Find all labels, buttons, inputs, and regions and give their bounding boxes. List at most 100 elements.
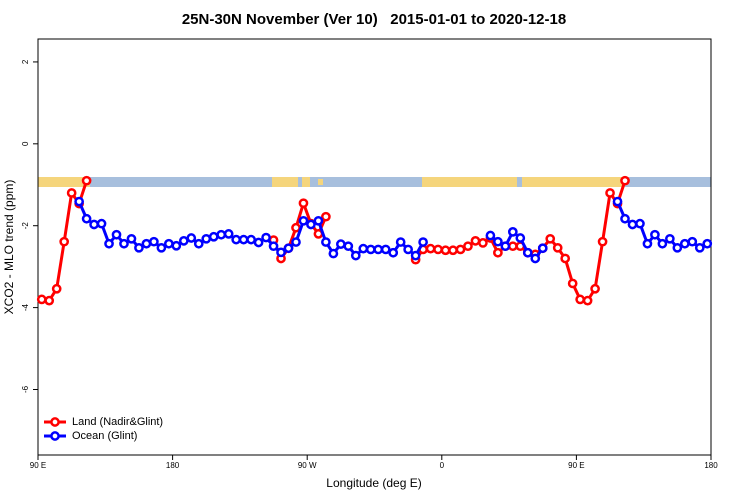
point <box>291 222 301 233</box>
point <box>321 211 331 222</box>
point <box>178 236 189 246</box>
point <box>635 218 645 229</box>
point <box>223 229 234 239</box>
map-strip <box>38 177 711 187</box>
chart-title: 25N-30N November (Ver 10) 2015-01-01 to … <box>182 11 566 28</box>
point <box>89 219 99 230</box>
point <box>328 248 339 259</box>
point <box>620 213 630 224</box>
point <box>380 244 391 255</box>
legend-marker <box>50 431 60 441</box>
point <box>246 234 256 245</box>
point <box>216 229 227 240</box>
point <box>597 236 608 247</box>
point <box>81 175 92 186</box>
point <box>313 215 324 226</box>
point <box>186 233 197 243</box>
point <box>261 232 271 243</box>
point <box>81 213 92 224</box>
point <box>141 238 152 249</box>
point <box>253 237 264 248</box>
point <box>627 219 638 230</box>
point <box>522 247 533 258</box>
point <box>493 247 503 258</box>
point <box>164 238 174 249</box>
point <box>560 253 571 264</box>
y-tick-label: -2 <box>21 222 30 230</box>
point <box>530 253 541 264</box>
point <box>418 237 428 247</box>
point <box>440 245 451 256</box>
point <box>485 230 496 241</box>
point <box>694 242 705 253</box>
point <box>74 196 84 207</box>
point <box>470 236 481 246</box>
x-tick-label: 0 <box>440 461 445 470</box>
point <box>96 218 107 229</box>
point <box>373 244 384 255</box>
point <box>306 219 316 230</box>
point <box>410 250 421 261</box>
point <box>298 215 309 226</box>
x-tick-label: 90 E <box>568 461 584 470</box>
point <box>552 242 563 253</box>
point <box>507 241 518 252</box>
x-tick-label: 90 W <box>298 461 317 470</box>
point <box>268 241 279 252</box>
point <box>59 236 70 247</box>
point <box>433 244 443 255</box>
point <box>403 244 413 255</box>
point <box>455 244 466 255</box>
point <box>575 294 585 305</box>
point <box>126 233 137 244</box>
point <box>36 294 47 305</box>
plot-frame <box>37 38 712 456</box>
point <box>590 283 600 294</box>
x-tick-label: 90 E <box>30 461 46 470</box>
point <box>657 238 668 249</box>
x-axis-label: Longitude (deg E) <box>326 476 421 490</box>
point <box>478 238 488 248</box>
point <box>642 238 653 249</box>
point <box>343 241 354 252</box>
point <box>665 233 675 244</box>
y-tick-label: 0 <box>21 141 30 146</box>
point <box>111 229 122 240</box>
point <box>672 242 683 253</box>
point <box>231 234 242 245</box>
point <box>537 243 548 254</box>
point <box>44 295 55 306</box>
point <box>620 175 630 186</box>
point <box>171 240 182 251</box>
point <box>650 229 660 240</box>
point <box>702 238 713 249</box>
point <box>291 237 301 247</box>
point <box>208 231 219 242</box>
point <box>149 236 159 247</box>
point <box>51 283 62 294</box>
legend-label: Ocean (Glint) <box>72 430 137 442</box>
point <box>388 247 399 258</box>
y-tick-label: -6 <box>21 385 30 393</box>
point <box>582 295 593 306</box>
point <box>298 198 309 209</box>
point <box>201 233 212 244</box>
point <box>193 238 204 249</box>
point <box>507 227 518 237</box>
point <box>687 236 698 247</box>
point <box>350 250 361 261</box>
point <box>493 236 503 247</box>
point <box>283 243 294 254</box>
legend-marker <box>50 417 60 427</box>
point <box>119 238 129 249</box>
point <box>425 243 436 254</box>
point <box>66 188 77 198</box>
point <box>500 241 511 252</box>
x-tick-label: 180 <box>704 461 718 470</box>
point <box>336 239 346 249</box>
y-axis-label: XCO2 - MLO trend (ppm) <box>2 180 16 315</box>
point <box>104 238 114 249</box>
point <box>276 247 286 258</box>
point <box>156 242 167 253</box>
